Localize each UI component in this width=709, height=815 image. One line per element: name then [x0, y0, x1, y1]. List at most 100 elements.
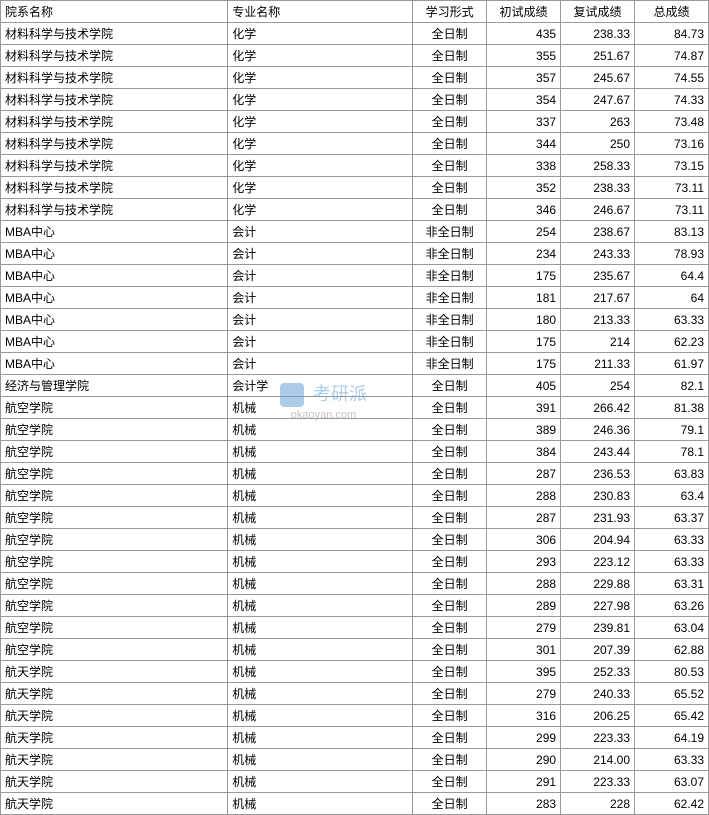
table-cell: 279: [487, 617, 561, 639]
table-cell: 非全日制: [413, 353, 487, 375]
table-cell: 175: [487, 353, 561, 375]
table-cell: 435: [487, 23, 561, 45]
table-cell: 航空学院: [1, 595, 228, 617]
table-cell: 全日制: [413, 793, 487, 815]
table-cell: 64.19: [635, 727, 709, 749]
table-cell: 全日制: [413, 375, 487, 397]
table-cell: 63.33: [635, 551, 709, 573]
table-cell: 化学: [228, 23, 413, 45]
table-row: 航空学院机械全日制301207.3962.88: [1, 639, 709, 661]
table-row: 材料科学与技术学院化学全日制346246.6773.11: [1, 199, 709, 221]
table-cell: 化学: [228, 45, 413, 67]
table-cell: 机械: [228, 463, 413, 485]
table-cell: 63.31: [635, 573, 709, 595]
table-cell: 全日制: [413, 419, 487, 441]
score-table: 院系名称专业名称学习形式初试成绩复试成绩总成绩 材料科学与技术学院化学全日制43…: [0, 0, 709, 815]
table-row: 材料科学与技术学院化学全日制352238.3373.11: [1, 177, 709, 199]
table-cell: 全日制: [413, 67, 487, 89]
table-cell: 航天学院: [1, 705, 228, 727]
table-cell: 63.37: [635, 507, 709, 529]
table-cell: MBA中心: [1, 309, 228, 331]
table-cell: 293: [487, 551, 561, 573]
table-cell: 258.33: [561, 155, 635, 177]
table-cell: 65.52: [635, 683, 709, 705]
column-header: 初试成绩: [487, 1, 561, 23]
table-cell: 航空学院: [1, 507, 228, 529]
table-row: 航天学院机械全日制291223.3363.07: [1, 771, 709, 793]
table-cell: 181: [487, 287, 561, 309]
table-cell: 机械: [228, 595, 413, 617]
table-cell: 化学: [228, 67, 413, 89]
table-cell: 机械: [228, 529, 413, 551]
table-cell: 材料科学与技术学院: [1, 67, 228, 89]
table-cell: 346: [487, 199, 561, 221]
table-cell: 会计: [228, 331, 413, 353]
table-cell: 航天学院: [1, 793, 228, 815]
table-cell: 材料科学与技术学院: [1, 177, 228, 199]
table-cell: 航空学院: [1, 463, 228, 485]
table-cell: 63.83: [635, 463, 709, 485]
table-cell: 344: [487, 133, 561, 155]
table-cell: 245.67: [561, 67, 635, 89]
table-cell: 287: [487, 507, 561, 529]
table-cell: 65.42: [635, 705, 709, 727]
table-row: 航空学院机械全日制293223.1263.33: [1, 551, 709, 573]
table-cell: MBA中心: [1, 243, 228, 265]
table-cell: 化学: [228, 177, 413, 199]
table-cell: 250: [561, 133, 635, 155]
table-cell: MBA中心: [1, 221, 228, 243]
table-cell: 62.42: [635, 793, 709, 815]
table-cell: 非全日制: [413, 243, 487, 265]
table-cell: 材料科学与技术学院: [1, 23, 228, 45]
table-cell: 全日制: [413, 727, 487, 749]
table-cell: 全日制: [413, 89, 487, 111]
table-cell: 全日制: [413, 683, 487, 705]
table-row: 航空学院机械全日制288229.8863.31: [1, 573, 709, 595]
table-cell: 材料科学与技术学院: [1, 111, 228, 133]
table-cell: 355: [487, 45, 561, 67]
table-cell: 175: [487, 265, 561, 287]
table-cell: 251.67: [561, 45, 635, 67]
table-cell: 290: [487, 749, 561, 771]
table-cell: 299: [487, 727, 561, 749]
table-cell: 非全日制: [413, 265, 487, 287]
table-cell: 机械: [228, 727, 413, 749]
table-cell: 全日制: [413, 507, 487, 529]
table-cell: 214: [561, 331, 635, 353]
table-cell: 78.93: [635, 243, 709, 265]
table-cell: 全日制: [413, 155, 487, 177]
table-cell: 223.33: [561, 727, 635, 749]
table-cell: 246.36: [561, 419, 635, 441]
table-cell: 全日制: [413, 441, 487, 463]
table-row: 航空学院机械全日制391266.4281.38: [1, 397, 709, 419]
table-cell: 机械: [228, 419, 413, 441]
table-cell: 238.33: [561, 177, 635, 199]
table-cell: 74.87: [635, 45, 709, 67]
table-cell: 223.33: [561, 771, 635, 793]
table-cell: 机械: [228, 617, 413, 639]
column-header: 学习形式: [413, 1, 487, 23]
table-row: 航天学院机械全日制316206.2565.42: [1, 705, 709, 727]
table-cell: 283: [487, 793, 561, 815]
column-header: 复试成绩: [561, 1, 635, 23]
table-cell: 63.33: [635, 529, 709, 551]
table-cell: 204.94: [561, 529, 635, 551]
table-cell: 357: [487, 67, 561, 89]
table-cell: 236.53: [561, 463, 635, 485]
table-cell: 63.33: [635, 749, 709, 771]
table-cell: 机械: [228, 639, 413, 661]
table-cell: 会计: [228, 353, 413, 375]
table-cell: 材料科学与技术学院: [1, 155, 228, 177]
table-cell: 机械: [228, 705, 413, 727]
table-cell: 263: [561, 111, 635, 133]
table-cell: 395: [487, 661, 561, 683]
table-cell: 机械: [228, 683, 413, 705]
table-cell: 航天学院: [1, 661, 228, 683]
table-cell: 化学: [228, 133, 413, 155]
table-cell: 机械: [228, 771, 413, 793]
table-cell: 354: [487, 89, 561, 111]
table-cell: 材料科学与技术学院: [1, 133, 228, 155]
table-cell: 全日制: [413, 397, 487, 419]
table-cell: 384: [487, 441, 561, 463]
table-cell: 会计: [228, 309, 413, 331]
